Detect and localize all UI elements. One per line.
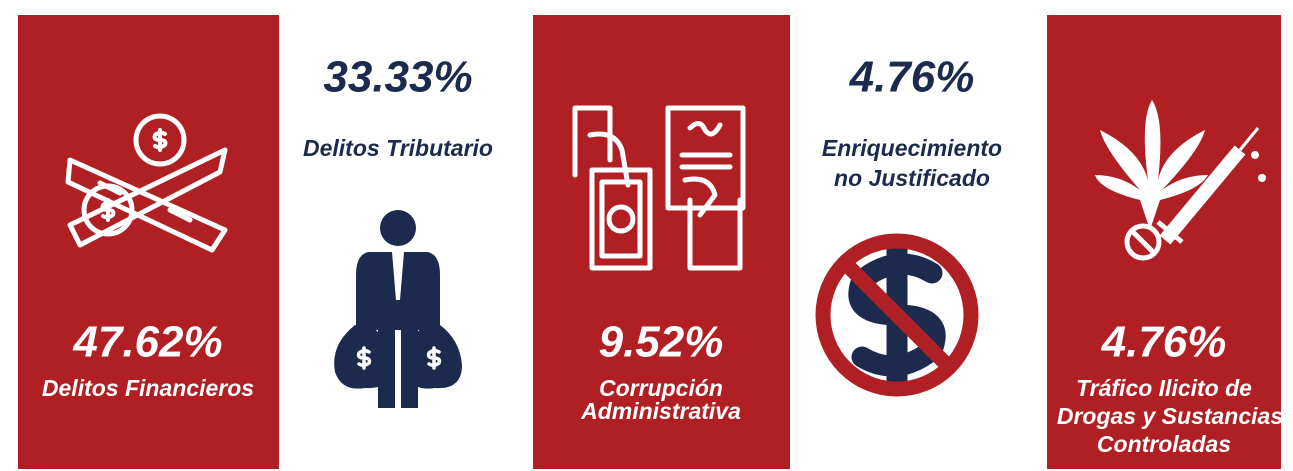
percent: 4.76% bbox=[1101, 318, 1227, 367]
panel bbox=[1047, 15, 1281, 469]
label: Corrupción bbox=[599, 375, 723, 401]
label: Tráfico Ilicito de bbox=[1076, 375, 1252, 401]
no-money-icon bbox=[815, 233, 979, 397]
label: Enriquecimiento bbox=[822, 135, 1002, 161]
panel bbox=[533, 15, 790, 469]
percent: 9.52% bbox=[599, 318, 724, 367]
label: no Justificado bbox=[834, 165, 990, 191]
panel bbox=[18, 15, 279, 469]
tape-coins-icon bbox=[65, 113, 228, 253]
label: Delitos Tributario bbox=[303, 135, 493, 161]
percent: 47.62% bbox=[72, 318, 222, 367]
label: Administrativa bbox=[580, 398, 741, 424]
bribe-icon bbox=[572, 105, 746, 271]
label: Controladas bbox=[1097, 431, 1231, 457]
percent: 4.76% bbox=[849, 53, 975, 102]
label: Delitos Financieros bbox=[42, 375, 254, 401]
drugs-icon bbox=[1095, 100, 1266, 261]
businessman-icon bbox=[334, 210, 462, 408]
percent: 33.33% bbox=[323, 53, 472, 102]
label: Drogas y Sustancias bbox=[1057, 403, 1283, 429]
